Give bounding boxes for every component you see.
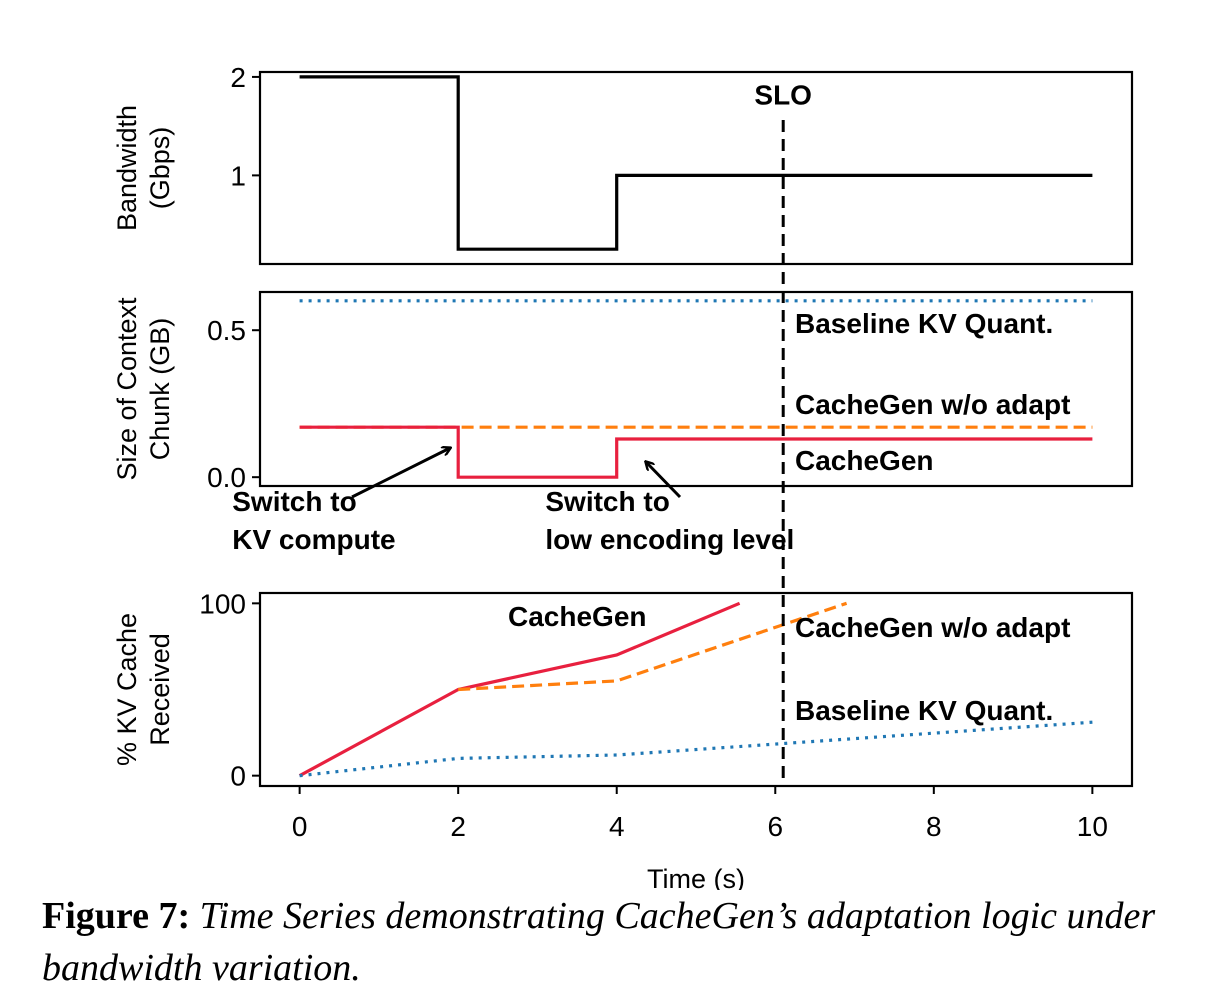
y-tick-label: 0 [230,761,246,792]
y-axis-label-line: (Gbps) [145,127,175,210]
x-tick-label: 2 [450,811,466,842]
y-axis-label-line: Chunk (GB) [145,318,175,461]
y-tick-label: 2 [230,62,246,93]
y-tick-label: 0.5 [207,315,246,346]
series-label-baseline-kv-quant: Baseline KV Quant. [795,695,1053,726]
y-tick-label: 100 [199,588,246,619]
panel-frame [258,290,1134,488]
series-line-cachegen [299,425,1093,479]
arrow-low-encoding [646,462,682,499]
y-tick-label: 0.0 [207,462,246,493]
x-tick-label: 4 [609,811,625,842]
series-line-cachegen [298,601,741,778]
y-axis-label: % KV Cache Received [112,613,175,766]
series-label-cachegen: CacheGen [795,445,934,476]
figure-caption: Figure 7: Time Series demonstrating Cach… [42,890,1202,994]
y-axis-label-line: % KV Cache [112,613,142,766]
figure-canvas: 1 2 Bandwidth (Gbps) 0.0 0.5 Size of Context Ch… [112,62,1134,890]
panel-2: 0.0 0.5 Size of Context Chunk (GB) Baseline … [112,290,1134,493]
panel-frame [258,70,1134,266]
series-line-baseline-kv-quant [299,720,1093,778]
x-tick-label: 6 [767,811,783,842]
series-label-baseline-kv-quant: Baseline KV Quant. [795,308,1053,339]
x-tick-label: 8 [926,811,942,842]
y-tick-label: 1 [230,160,246,191]
x-tick-label: 10 [1077,811,1108,842]
switch-annotation-line: Switch to [232,486,356,517]
arrow-kv-compute [351,448,450,499]
switch-annotation-1: Switch to KV compute [232,486,395,555]
y-axis-label-line: Size of Context [112,297,142,481]
switch-annotation-line: KV compute [232,524,395,555]
switch-annotation-line: Switch to [545,486,669,517]
panel-frame [258,591,1134,788]
switch-annotation-2: Switch to low encoding level [545,486,794,555]
caption-text: Time Series demonstrating CacheGen’s ada… [42,895,1156,989]
series-label-cachegen: CacheGen [508,601,647,632]
y-axis-label-line: Bandwidth [112,105,142,231]
switch-annotation-line: low encoding level [545,524,794,555]
x-tick-label: 0 [292,811,308,842]
series-label-cachegen-w-o-adapt: CacheGen w/o adapt [795,612,1070,643]
y-axis-label: Size of Context Chunk (GB) [112,297,175,481]
y-axis-label: Bandwidth (Gbps) [112,105,175,231]
panel-3: 0 100 % KV Cache Received 0 2 4 6 8 10 Time (s) Cac… [112,588,1134,890]
y-axis-label-line: Received [145,633,175,746]
caption-label: Figure 7: [42,895,191,937]
series-line-bandwidth [299,75,1093,251]
slo-label: SLO [754,80,812,111]
panel-1: 1 2 Bandwidth (Gbps) [112,62,1134,266]
series-label-cachegen-w-o-adapt: CacheGen w/o adapt [795,389,1070,420]
x-axis-label: Time (s) [647,864,745,890]
